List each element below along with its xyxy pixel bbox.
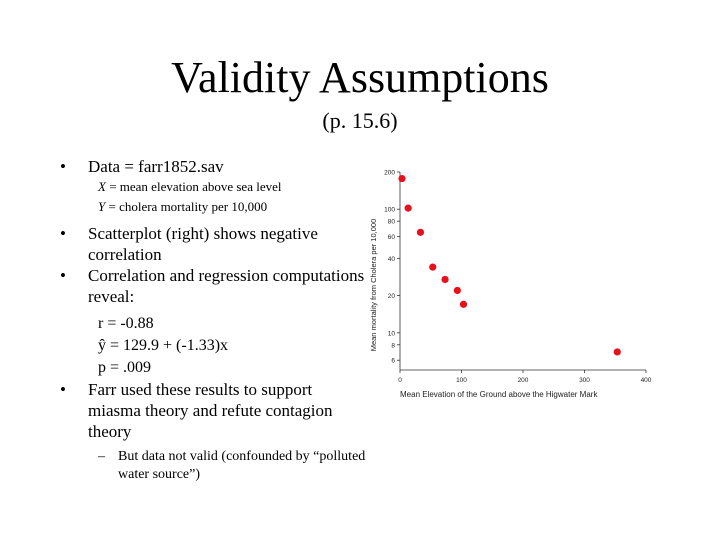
bullet-text: Farr used these results to support miasm…: [88, 380, 333, 441]
bullet-marker: •: [60, 157, 66, 176]
y-tick-label: 80: [388, 219, 396, 226]
stat-r: r = -0.88: [98, 315, 154, 332]
data-point: [453, 286, 461, 295]
x-tick-label: 300: [579, 377, 590, 384]
y-tick-label: 10: [388, 330, 396, 337]
bullet-text: Correlation and regression computations …: [88, 266, 365, 306]
scatter-chart: 6 8 10 20 40 60 80 100 200 0 100 200 300 400 Mean mo…: [369, 170, 652, 400]
bullet-farr: • Farr used these results to support mia…: [58, 379, 368, 442]
bullet-marker: •: [60, 266, 66, 285]
x-tick-label: 400: [641, 377, 652, 384]
y-tick-label: 200: [384, 170, 395, 177]
subbullet-text: But data not valid (confounded by “pollu…: [118, 449, 366, 482]
y-var-def: = cholera mortality per 10,000: [105, 199, 268, 214]
y-var-label: Y: [98, 199, 106, 214]
x-axis-label: Mean Elevation of the Ground above the H…: [400, 390, 598, 399]
x-ticks: 0 100 200 300 400: [398, 370, 652, 384]
y-tick-label: 100: [384, 207, 395, 214]
bullet-scatterplot: • Scatterplot (right) shows negative cor…: [58, 223, 368, 265]
stat-p: p = .009: [98, 359, 152, 376]
slide-text: • Data = farr1852.sav X = mean elevation…: [58, 156, 368, 484]
x-definition: X = mean elevation above sea level: [58, 177, 368, 197]
data-point: [398, 174, 406, 183]
data-point: [404, 204, 412, 212]
data-point: [429, 263, 437, 271]
bullet-data-source: • Data = farr1852.sav: [58, 156, 368, 177]
x-var-label: X: [98, 179, 106, 194]
bullet-text: Data = farr1852.sav: [88, 157, 224, 176]
y-tick-label: 20: [388, 293, 396, 300]
x-tick-label: 0: [398, 377, 402, 384]
bullet-marker: •: [60, 380, 66, 399]
data-point: [613, 348, 621, 356]
chart-axes: [399, 172, 646, 371]
bullet-marker: •: [60, 224, 66, 243]
stat-regression: ŷ = 129.9 + (-1.33)x: [98, 337, 229, 354]
subbullet-invalid: – But data not valid (confounded by “pol…: [58, 448, 368, 484]
data-point: [459, 300, 468, 308]
y-tick-label: 8: [391, 342, 395, 349]
slide-subtitle: (p. 15.6): [322, 108, 398, 133]
bullet-computations: • Correlation and regression computation…: [58, 265, 368, 307]
y-definition: Y = cholera mortality per 10,000: [58, 197, 368, 217]
x-tick-label: 100: [456, 377, 467, 384]
subbullet-marker: –: [98, 449, 105, 464]
y-tick-label: 40: [388, 256, 396, 263]
x-var-def: = mean elevation above sea level: [105, 179, 282, 194]
bullet-text: Scatterplot (right) shows negative corre…: [88, 224, 318, 264]
slide-title: Validity Assumptions: [171, 53, 549, 102]
data-point: [416, 228, 425, 236]
y-axis-label: Mean mortality from Cholera per 10,000: [369, 219, 378, 352]
data-point: [441, 275, 449, 284]
data-points: [398, 174, 621, 356]
x-tick-label: 200: [518, 377, 529, 384]
y-ticks: 6 8 10 20 40 60 80 100 200: [384, 170, 400, 365]
y-tick-label: 6: [391, 358, 395, 365]
y-tick-label: 60: [388, 234, 396, 241]
